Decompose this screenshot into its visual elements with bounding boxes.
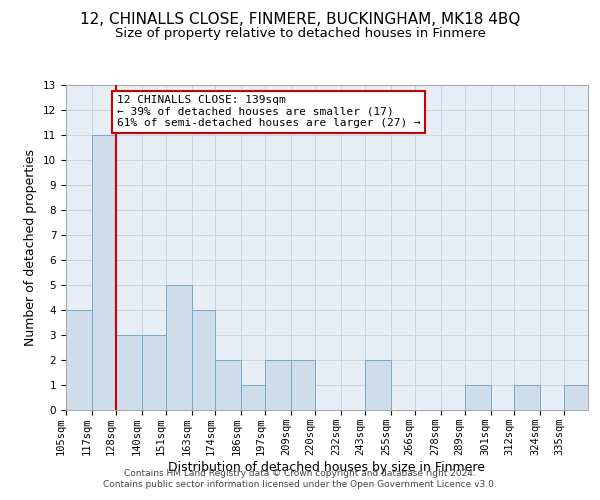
X-axis label: Distribution of detached houses by size in Finmere: Distribution of detached houses by size …: [169, 460, 485, 473]
Bar: [241, 385, 265, 410]
Text: 12 CHINALLS CLOSE: 139sqm
← 39% of detached houses are smaller (17)
61% of semi-: 12 CHINALLS CLOSE: 139sqm ← 39% of detac…: [117, 95, 421, 128]
Bar: [464, 385, 491, 410]
Bar: [116, 335, 142, 410]
Bar: [265, 360, 291, 410]
Text: 12, CHINALLS CLOSE, FINMERE, BUCKINGHAM, MK18 4BQ: 12, CHINALLS CLOSE, FINMERE, BUCKINGHAM,…: [80, 12, 520, 28]
Bar: [142, 335, 166, 410]
Bar: [291, 360, 315, 410]
Bar: [564, 385, 588, 410]
Bar: [166, 285, 191, 410]
Text: Contains HM Land Registry data © Crown copyright and database right 2024.: Contains HM Land Registry data © Crown c…: [124, 468, 476, 477]
Bar: [365, 360, 391, 410]
Bar: [514, 385, 541, 410]
Bar: [66, 310, 92, 410]
Text: Contains public sector information licensed under the Open Government Licence v3: Contains public sector information licen…: [103, 480, 497, 489]
Y-axis label: Number of detached properties: Number of detached properties: [25, 149, 37, 346]
Bar: [92, 135, 116, 410]
Bar: [191, 310, 215, 410]
Bar: [215, 360, 241, 410]
Text: Size of property relative to detached houses in Finmere: Size of property relative to detached ho…: [115, 28, 485, 40]
